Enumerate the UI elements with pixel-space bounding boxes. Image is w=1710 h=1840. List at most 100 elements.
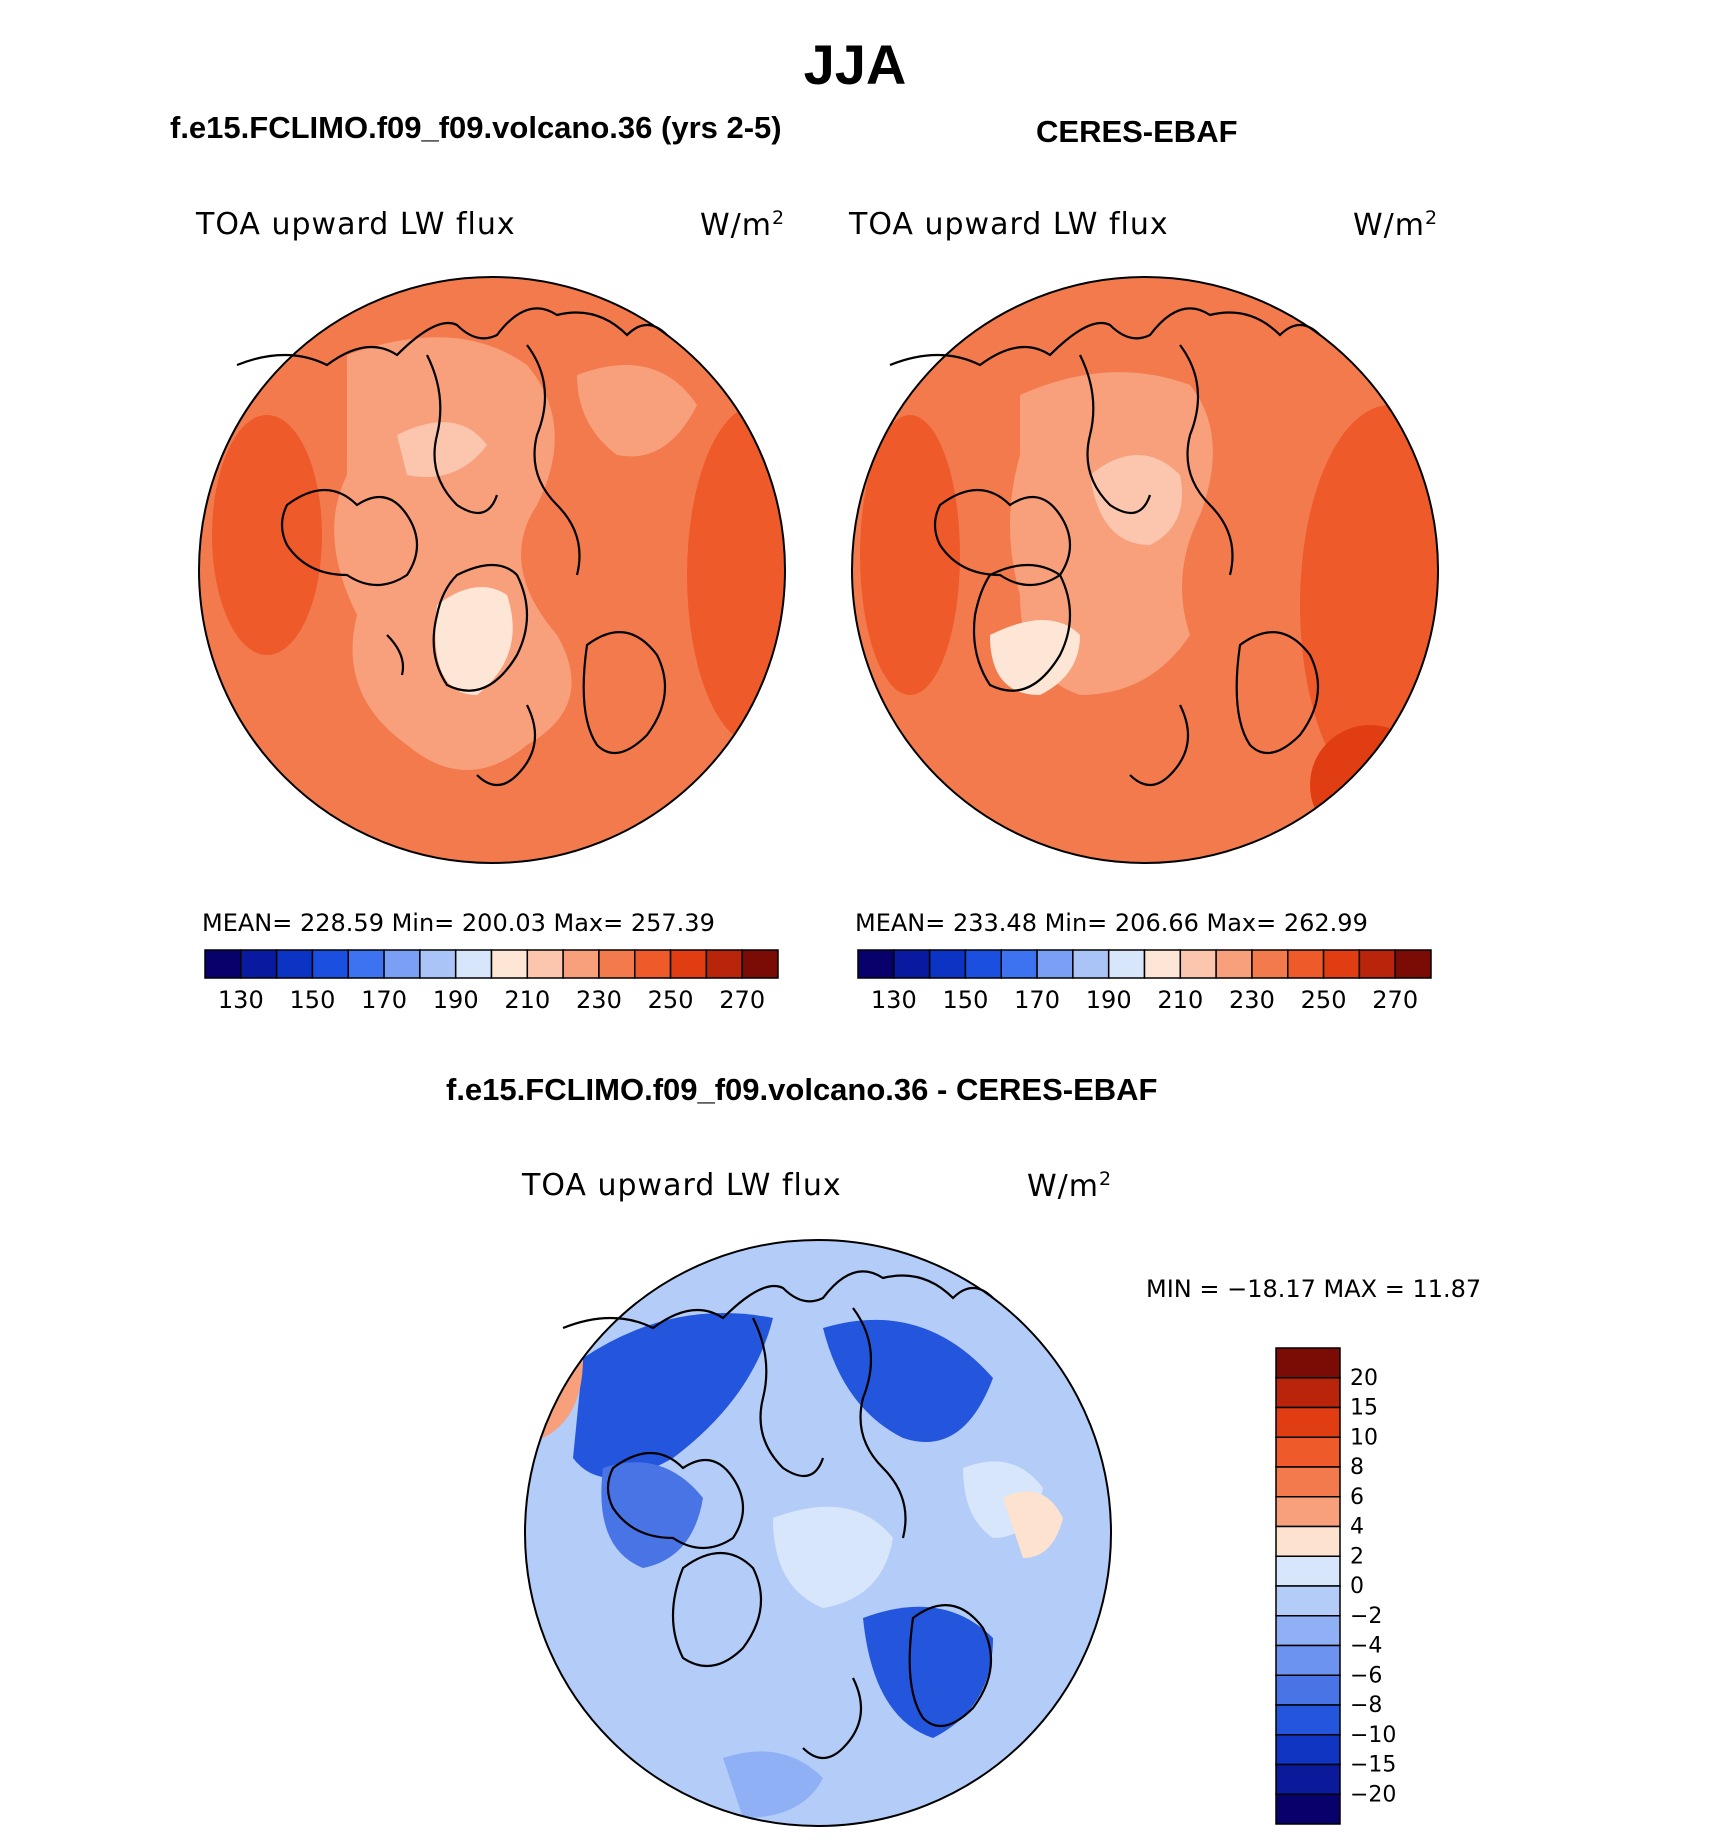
- panel-left-stats: MEAN= 228.59 Min= 200.03 Max= 257.39: [202, 909, 715, 937]
- colorbar-left: 130 150 170 190 210 230 250 270: [204, 949, 779, 1014]
- colorbar-right-tick-label: 210: [1157, 986, 1203, 1014]
- colorbar-right-swatch: [928, 949, 967, 979]
- map-left: [198, 276, 786, 864]
- colorbar-diff-swatch: [1275, 1377, 1341, 1409]
- map-right-central-region: [1010, 372, 1213, 695]
- colorbar-diff-label: 6: [1350, 1485, 1364, 1510]
- map-left-greenland-core: [435, 587, 513, 695]
- colorbar-diff-swatch: [1275, 1734, 1341, 1766]
- colorbar-right-swatch: [1215, 949, 1253, 979]
- map-right-pale-center: [1090, 455, 1182, 545]
- panel-right-subtitle: CERES-EBAF: [1036, 114, 1238, 149]
- panel-right-variable: TOA upward LW flux: [849, 207, 1169, 242]
- colorbar-right-swatch: [1394, 949, 1432, 979]
- colorbar-diff-label: 2: [1350, 1544, 1364, 1569]
- colorbar-right-tick-label: 150: [943, 986, 989, 1014]
- map-diff-neg-north: [823, 1319, 993, 1442]
- colorbar-right-swatch: [1107, 949, 1146, 979]
- colorbar-diff-label: −6: [1350, 1663, 1382, 1688]
- map-right-greenland-core: [990, 620, 1080, 695]
- colorbar-diff-label: −15: [1350, 1753, 1396, 1778]
- panel-right-stats: MEAN= 233.48 Min= 206.66 Max= 262.99: [855, 909, 1368, 937]
- colorbar-diff-swatch: [1275, 1793, 1341, 1825]
- map-diff: [524, 1239, 1112, 1827]
- colorbar-right-swatch: [1036, 949, 1074, 979]
- colorbar-diff-swatch: [1275, 1496, 1341, 1528]
- colorbar-right-swatch: [1358, 949, 1396, 979]
- colorbar-diff-label: −4: [1350, 1634, 1382, 1659]
- map-left-border: [198, 276, 786, 864]
- colorbar-diff-swatch: [1275, 1763, 1341, 1795]
- colorbar-diff-swatch: [1275, 1615, 1341, 1647]
- colorbar-left-swatch: [669, 949, 708, 979]
- colorbar-diff-label: −2: [1350, 1604, 1382, 1629]
- diff-subtitle: f.e15.FCLIMO.f09_f09.volcano.36 - CERES-…: [446, 1072, 1158, 1107]
- colorbar-diff-label: −8: [1350, 1693, 1382, 1718]
- colorbar-left-tick-label: 230: [576, 986, 622, 1014]
- map-right-hot-southeast: [1310, 725, 1430, 845]
- map-diff-coastlines: [562, 1270, 994, 1760]
- map-diff-pos-east: [1003, 1491, 1063, 1558]
- colorbar-left-swatch: [634, 949, 672, 979]
- colorbar-left-swatch: [705, 949, 743, 979]
- colorbar-left-tick-label: 130: [218, 986, 264, 1014]
- diff-minmax: MIN = −18.17 MAX = 11.87: [1146, 1275, 1482, 1303]
- colorbar-diff-label: 0: [1350, 1574, 1364, 1599]
- map-diff-border: [524, 1239, 1112, 1827]
- panel-left-subtitle: f.e15.FCLIMO.f09_f09.volcano.36 (yrs 2-5…: [170, 110, 782, 145]
- colorbar-right-swatch: [1251, 949, 1289, 979]
- map-left-pale-area: [397, 422, 487, 477]
- colorbar-right-tick-label: 170: [1014, 986, 1060, 1014]
- colorbar-right-tick-label: 230: [1229, 986, 1275, 1014]
- main-title: JJA: [803, 33, 907, 96]
- colorbar-left-swatch: [562, 949, 600, 979]
- colorbar-left-swatch: [311, 949, 349, 979]
- diff-units: W/m2: [1027, 1168, 1113, 1204]
- map-right: [851, 276, 1439, 864]
- map-right-coastlines: [889, 307, 1321, 787]
- colorbar-diff-swatch: [1275, 1466, 1341, 1498]
- map-left-warm-east: [687, 405, 785, 745]
- colorbar-right-swatch: [1143, 949, 1182, 979]
- colorbar-left-tick-label: 190: [433, 986, 479, 1014]
- colorbar-diff-swatch: [1275, 1674, 1341, 1706]
- colorbar-diff-swatch: [1275, 1406, 1341, 1438]
- colorbar-diff-label: 4: [1350, 1515, 1364, 1540]
- map-right-warm-west: [860, 415, 960, 695]
- colorbar-right-swatch: [857, 949, 895, 979]
- colorbar-left-swatch: [490, 949, 529, 979]
- colorbar-right-swatch: [1322, 949, 1361, 979]
- colorbar-left-swatch: [419, 949, 457, 979]
- colorbar-right-swatch: [964, 949, 1002, 979]
- panel-right-units: W/m2: [1353, 207, 1439, 243]
- colorbar-diff-swatch: [1275, 1555, 1341, 1587]
- colorbar-right-tick-label: 250: [1301, 986, 1347, 1014]
- colorbar-right-swatch: [893, 949, 931, 979]
- panel-left-units: W/m2: [700, 207, 786, 243]
- colorbar-right-swatch: [1000, 949, 1038, 979]
- colorbar-right: 130 150 170 190 210 230 250 270: [857, 949, 1432, 1014]
- map-left-coastlines: [236, 307, 668, 787]
- colorbar-right-swatch: [1287, 949, 1325, 979]
- diff-variable: TOA upward LW flux: [522, 1168, 842, 1203]
- colorbar-diff-swatch: [1275, 1347, 1341, 1379]
- colorbar-diff-label: 10: [1350, 1425, 1378, 1450]
- colorbar-diff-label: 15: [1350, 1396, 1378, 1421]
- map-right-border: [851, 276, 1439, 864]
- colorbar-diff-swatch: [1275, 1525, 1341, 1557]
- colorbar-right-swatch: [1072, 949, 1110, 979]
- colorbar-left-swatch: [741, 949, 779, 979]
- colorbar-left-tick-label: 270: [719, 986, 765, 1014]
- colorbar-left-tick-label: 210: [504, 986, 550, 1014]
- colorbar-right-swatch: [1179, 949, 1217, 979]
- colorbar-left-swatch: [204, 949, 242, 979]
- colorbar-right-tick-label: 190: [1086, 986, 1132, 1014]
- colorbar-left-swatch: [383, 949, 421, 979]
- map-diff-south: [723, 1751, 823, 1818]
- map-diff-near-zero-center: [773, 1506, 893, 1608]
- colorbar-left-swatch: [454, 949, 493, 979]
- map-diff-neg-southeast: [863, 1606, 993, 1738]
- colorbar-diff-swatch: [1275, 1585, 1341, 1617]
- colorbar-left-tick-label: 170: [361, 986, 407, 1014]
